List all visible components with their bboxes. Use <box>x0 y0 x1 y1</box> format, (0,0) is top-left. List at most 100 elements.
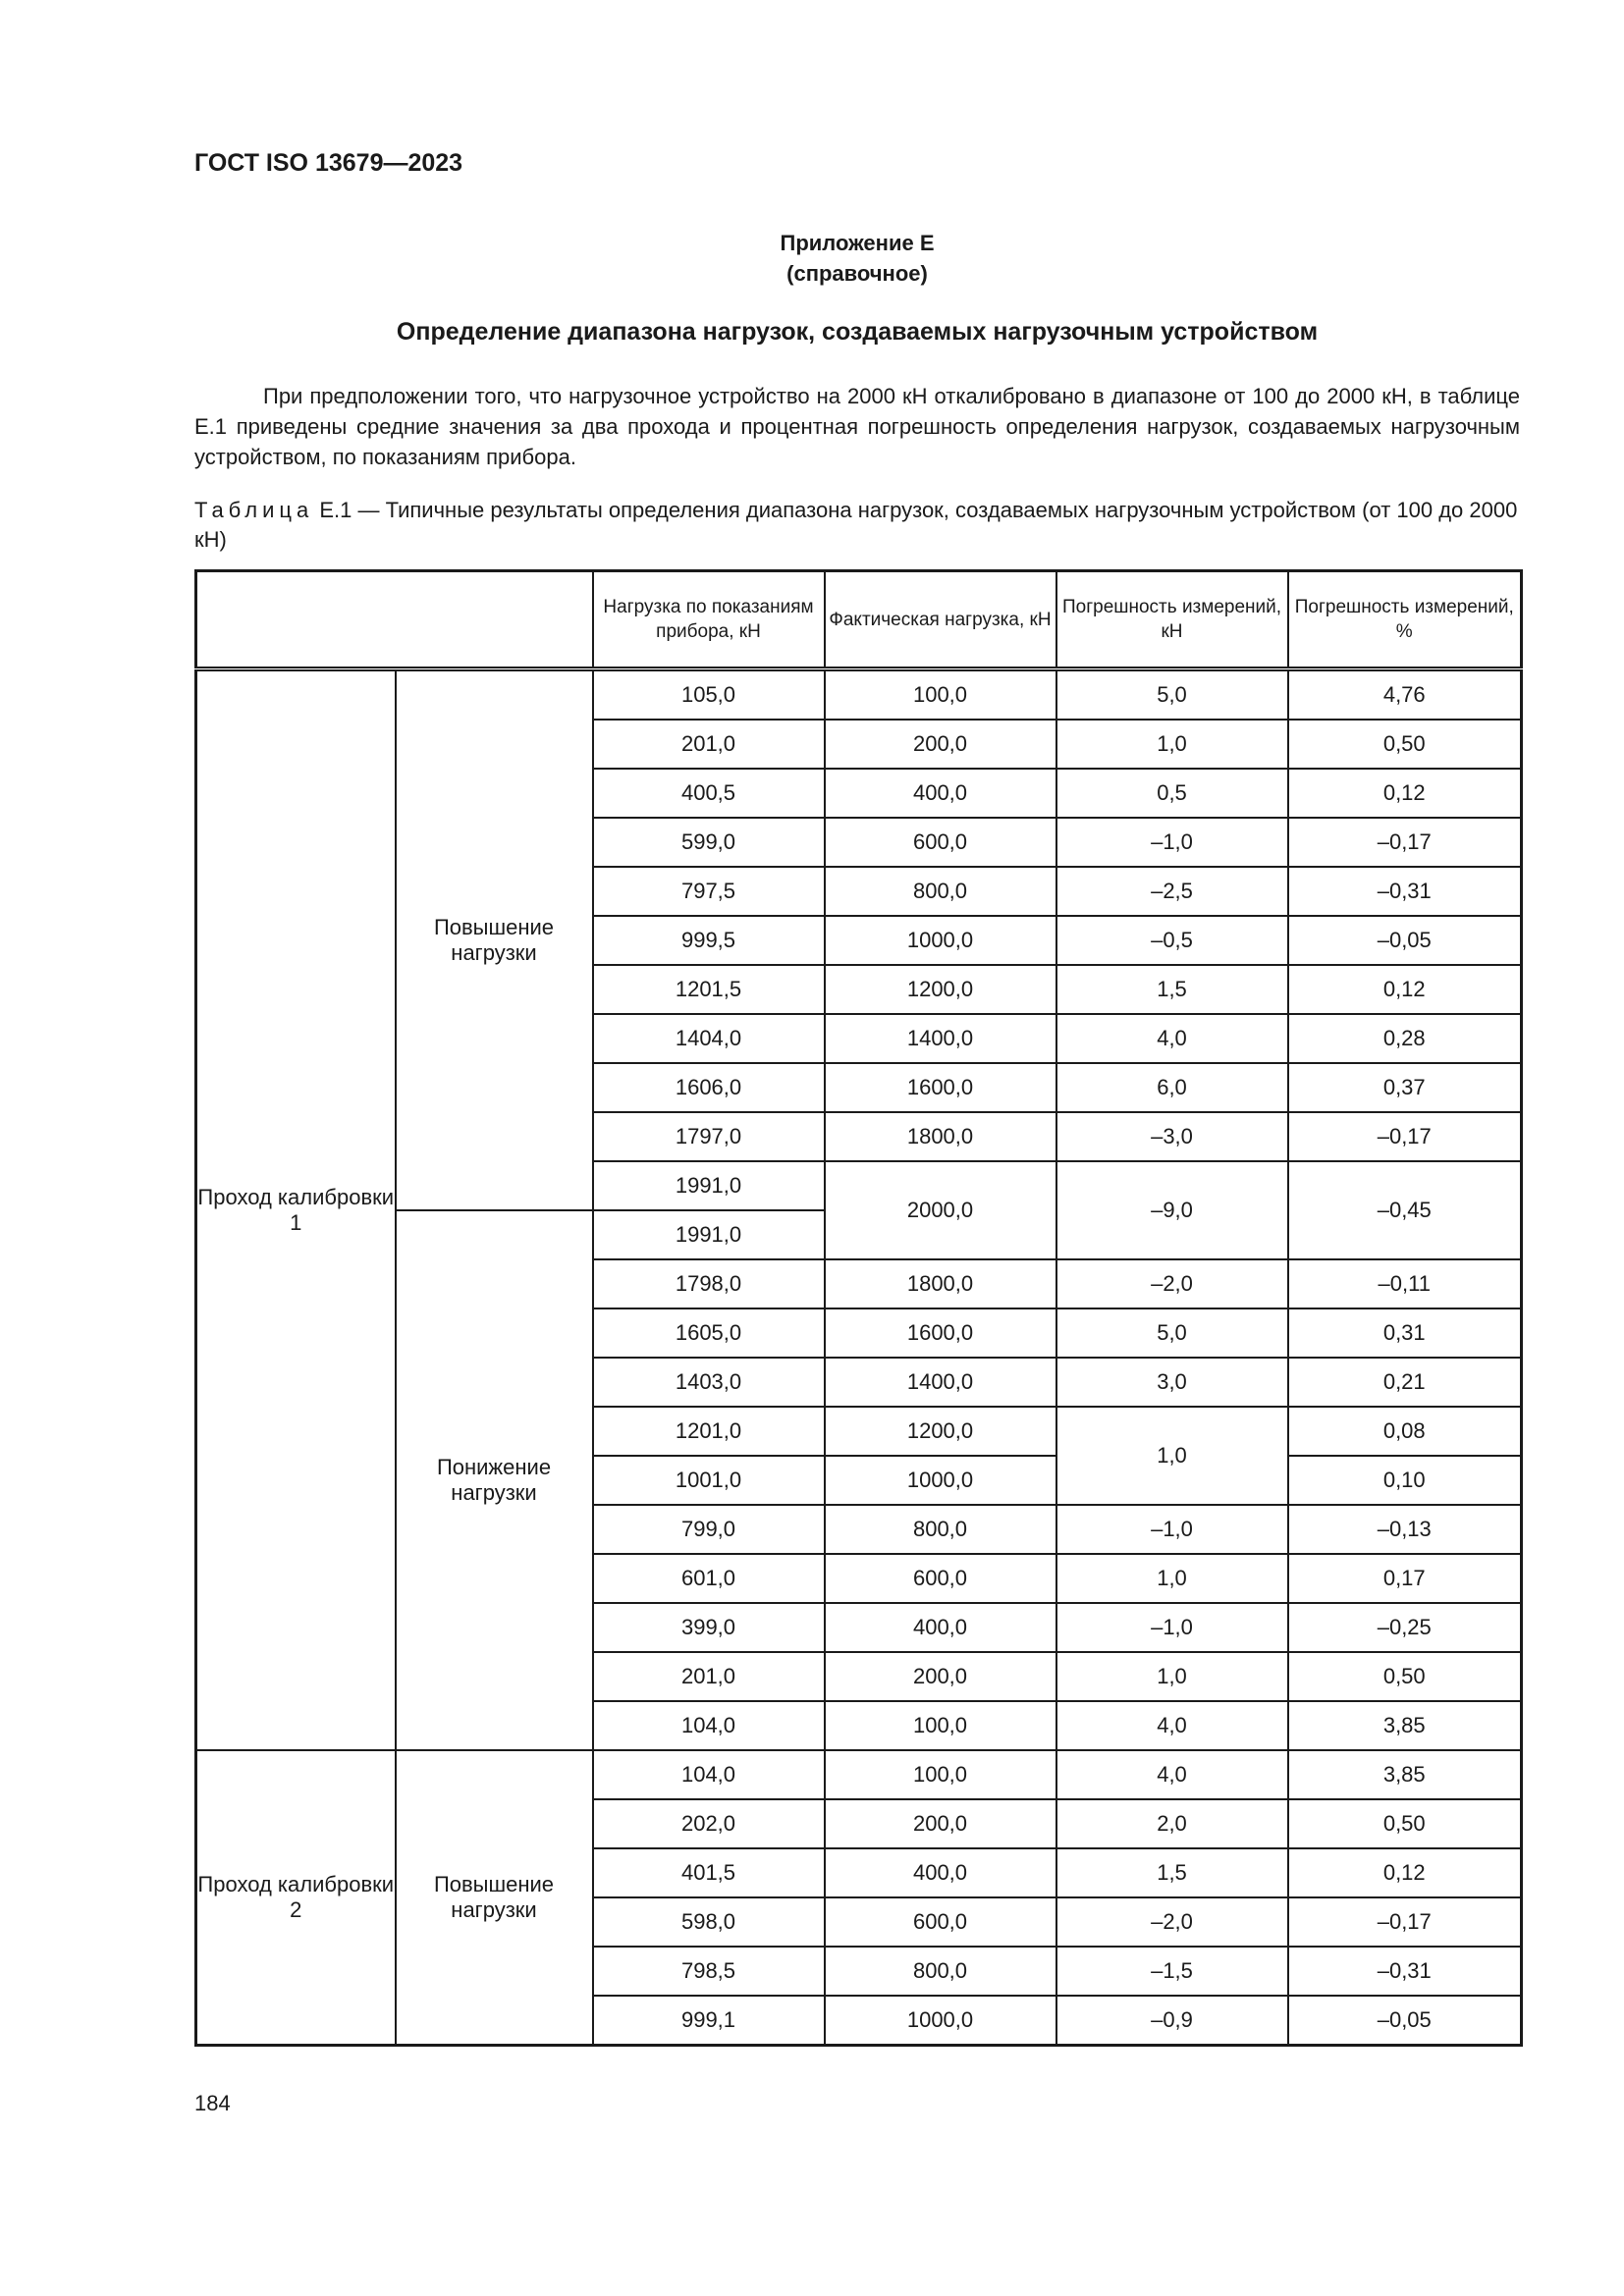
error-kn-cell: 1,0 <box>1055 1651 1289 1702</box>
actual-load-cell: 600,0 <box>823 1896 1057 1948</box>
actual-load-cell: 1000,0 <box>823 1995 1057 2047</box>
indicated-load-cell: 999,5 <box>591 915 826 966</box>
indicated-load-cell: 1201,5 <box>591 964 826 1015</box>
error-kn-cell: –1,5 <box>1055 1946 1289 1997</box>
error-kn-cell: 2,0 <box>1055 1798 1289 1849</box>
error-kn-cell: –9,0 <box>1055 1160 1289 1260</box>
indicated-load-cell: 598,0 <box>591 1896 826 1948</box>
error-pct-cell: –0,11 <box>1286 1258 1523 1309</box>
error-pct-cell: 0,12 <box>1286 964 1523 1015</box>
caption-text: Е.1 — Типичные результаты определения ди… <box>194 498 1518 552</box>
table-row: 999,1 1000,0 –0,9 –0,05 <box>196 1995 1523 2047</box>
indicated-load-cell: 999,1 <box>591 1995 826 2047</box>
error-pct-cell: 0,31 <box>1286 1308 1523 1359</box>
header-empty <box>194 569 594 671</box>
direction-label: Повышение нагрузки <box>394 1749 594 2047</box>
actual-load-cell: 200,0 <box>823 719 1057 770</box>
body-paragraph: При предположении того, что нагрузочное … <box>194 384 1520 469</box>
error-pct-cell: 0,08 <box>1286 1406 1523 1457</box>
actual-load-cell: 1200,0 <box>823 964 1057 1015</box>
table-row: 601,0 600,0 1,0 0,17 <box>196 1553 1523 1604</box>
error-kn-cell: –1,0 <box>1055 1602 1289 1653</box>
actual-load-cell: 800,0 <box>823 1504 1057 1555</box>
actual-load-cell: 200,0 <box>823 1798 1057 1849</box>
error-kn-cell: –0,9 <box>1055 1995 1289 2047</box>
pass-label: Проход калибровки 2 <box>194 1749 397 2047</box>
indicated-load-cell: 400,5 <box>591 768 826 819</box>
error-pct-cell: –0,45 <box>1286 1160 1523 1260</box>
actual-load-cell: 1000,0 <box>823 915 1057 966</box>
indicated-load-cell: 104,0 <box>591 1700 826 1751</box>
error-pct-cell: –0,17 <box>1286 1896 1523 1948</box>
error-pct-cell: –0,05 <box>1286 915 1523 966</box>
indicated-load-cell: 401,5 <box>591 1847 826 1898</box>
pass-label: Проход калибровки 1 <box>194 667 397 1751</box>
actual-load-cell: 1800,0 <box>823 1111 1057 1162</box>
error-pct-cell: 3,85 <box>1286 1700 1523 1751</box>
error-kn-cell: 1,0 <box>1055 1406 1289 1506</box>
error-kn-cell: –0,5 <box>1055 915 1289 966</box>
actual-load-cell: 100,0 <box>823 1749 1057 1800</box>
indicated-load-cell: 104,0 <box>591 1749 826 1800</box>
table-row: 400,5 400,0 0,5 0,12 <box>196 768 1523 819</box>
table-row: 104,0 100,0 4,0 3,85 <box>196 1700 1523 1751</box>
indicated-load-cell: 1606,0 <box>591 1062 826 1113</box>
actual-load-cell: 200,0 <box>823 1651 1057 1702</box>
error-pct-cell: –0,13 <box>1286 1504 1523 1555</box>
error-pct-cell: 0,50 <box>1286 1798 1523 1849</box>
table-caption: Таблица Е.1 — Типичные результаты опреде… <box>194 496 1520 555</box>
table-row: 202,0 200,0 2,0 0,50 <box>196 1798 1523 1849</box>
table-row: 201,0 200,0 1,0 0,50 <box>196 719 1523 770</box>
annex-title: Приложение Е <box>780 231 935 255</box>
indicated-load-cell: 1403,0 <box>591 1357 826 1408</box>
indicated-load-cell: 1991,0 <box>591 1209 826 1260</box>
indicated-load-cell: 1001,0 <box>591 1455 826 1506</box>
actual-load-cell: 400,0 <box>823 768 1057 819</box>
error-kn-cell: –2,0 <box>1055 1896 1289 1948</box>
error-pct-cell: 0,28 <box>1286 1013 1523 1064</box>
error-pct-cell: –0,17 <box>1286 1111 1523 1162</box>
error-kn-cell: 1,5 <box>1055 964 1289 1015</box>
indicated-load-cell: 798,5 <box>591 1946 826 1997</box>
error-pct-cell: 0,12 <box>1286 768 1523 819</box>
actual-load-cell: 600,0 <box>823 1553 1057 1604</box>
error-kn-cell: 1,0 <box>1055 1553 1289 1604</box>
annex-heading: Приложение Е (справочное) <box>194 228 1520 289</box>
indicated-load-cell: 601,0 <box>591 1553 826 1604</box>
error-pct-cell: 0,37 <box>1286 1062 1523 1113</box>
error-pct-cell: 0,50 <box>1286 719 1523 770</box>
error-pct-cell: 3,85 <box>1286 1749 1523 1800</box>
indicated-load-cell: 1991,0 <box>591 1160 826 1211</box>
table-row: 999,5 1000,0 –0,5 –0,05 <box>196 915 1523 966</box>
indicated-load-cell: 799,0 <box>591 1504 826 1555</box>
error-kn-cell: 4,0 <box>1055 1700 1289 1751</box>
document-header: ГОСТ ISO 13679—2023 <box>194 149 463 177</box>
table-row: 399,0 400,0 –1,0 –0,25 <box>196 1602 1523 1653</box>
table-row: 599,0 600,0 –1,0 –0,17 <box>196 817 1523 868</box>
table-row: 598,0 600,0 –2,0 –0,17 <box>196 1896 1523 1948</box>
indicated-load-cell: 1605,0 <box>591 1308 826 1359</box>
actual-load-cell: 1600,0 <box>823 1062 1057 1113</box>
error-pct-cell: –0,31 <box>1286 1946 1523 1997</box>
indicated-load-cell: 1404,0 <box>591 1013 826 1064</box>
table-row: 1606,0 1600,0 6,0 0,37 <box>196 1062 1523 1113</box>
indicated-load-cell: 399,0 <box>591 1602 826 1653</box>
actual-load-cell: 800,0 <box>823 1946 1057 1997</box>
error-kn-cell: 1,5 <box>1055 1847 1289 1898</box>
actual-load-cell: 400,0 <box>823 1847 1057 1898</box>
header-actual-load: Фактическая нагрузка, кН <box>823 569 1057 671</box>
error-kn-cell: 0,5 <box>1055 768 1289 819</box>
section-title: Определение диапазона нагрузок, создавае… <box>396 318 1319 346</box>
error-pct-cell: –0,31 <box>1286 866 1523 917</box>
table-row: Проход калибровки 2 Повышение нагрузки 104… <box>194 1749 1523 2047</box>
error-pct-cell: –0,17 <box>1286 817 1523 868</box>
actual-load-cell: 2000,0 <box>823 1160 1057 1260</box>
table-row: 1991,0 2000,0 –9,0 –0,45 <box>196 1160 1523 1260</box>
error-kn-cell: 5,0 <box>1055 1308 1289 1359</box>
table-row: 201,0 200,0 1,0 0,50 <box>196 1651 1523 1702</box>
error-kn-cell: 1,0 <box>1055 719 1289 770</box>
header-error-kn: Погрешность измерений, кН <box>1055 569 1289 671</box>
actual-load-cell: 1200,0 <box>823 1406 1057 1457</box>
actual-load-cell: 400,0 <box>823 1602 1057 1653</box>
actual-load-cell: 800,0 <box>823 866 1057 917</box>
